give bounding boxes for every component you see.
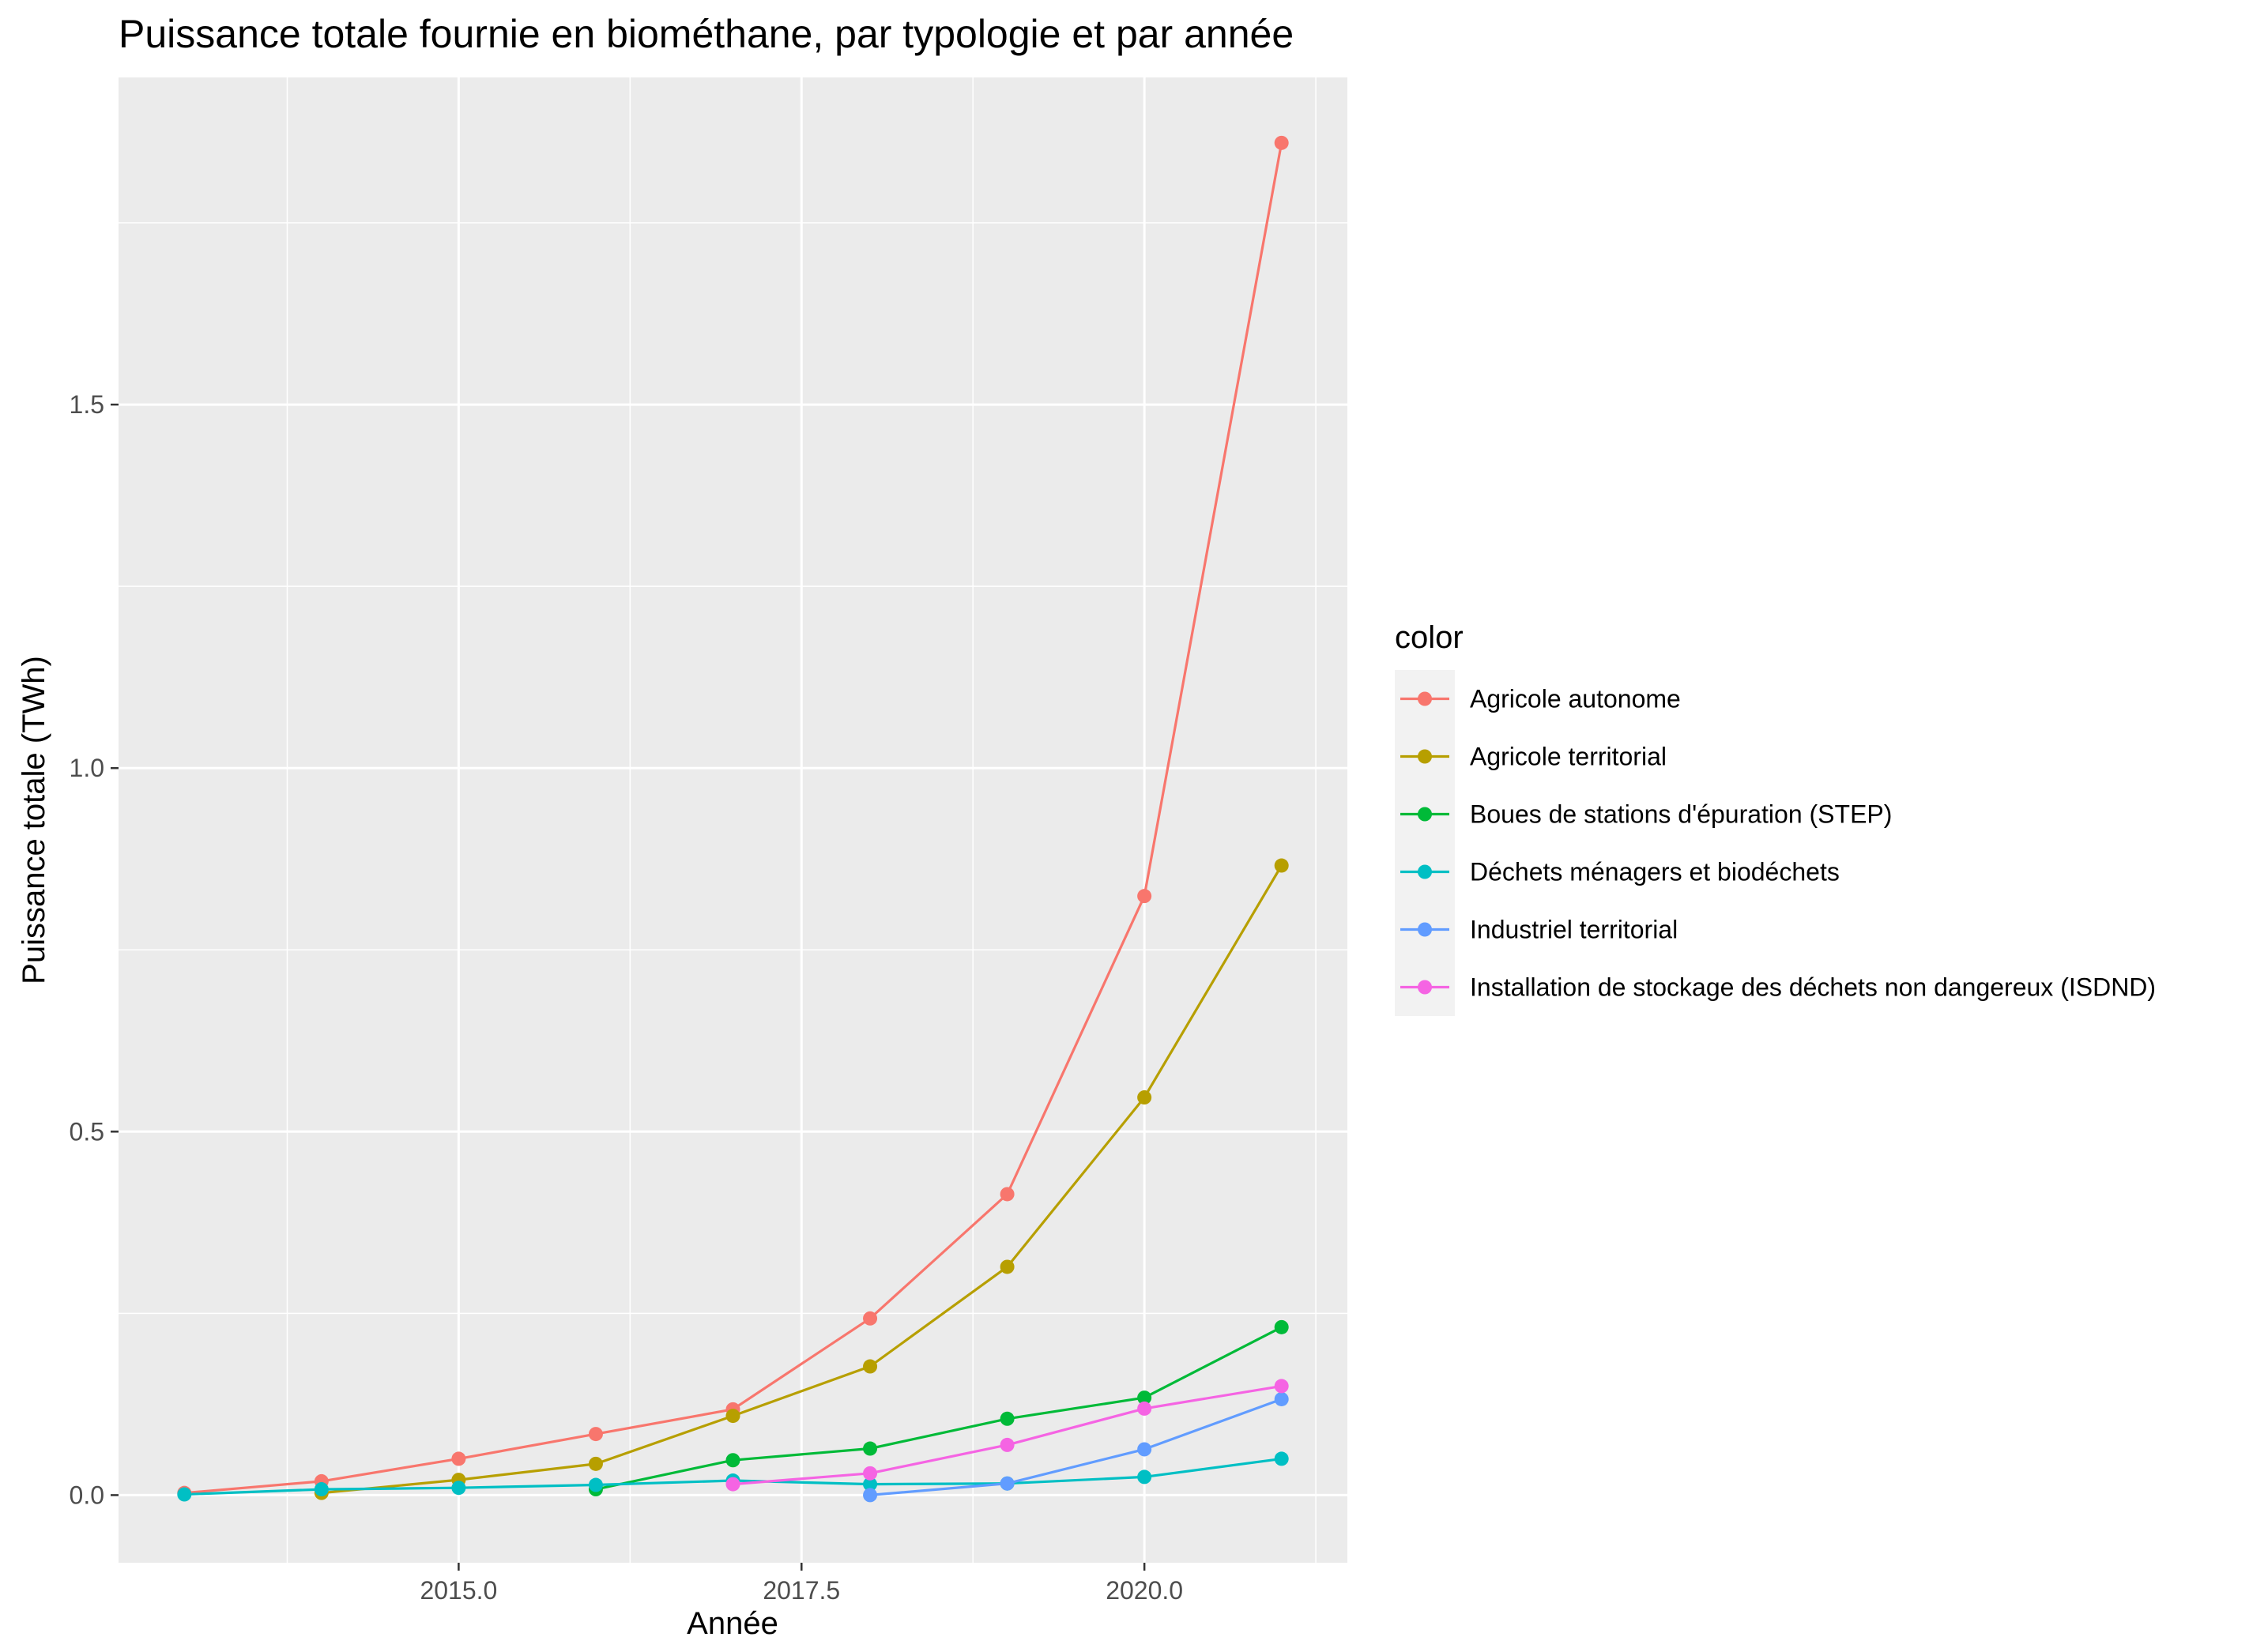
data-point-3: [1137, 1469, 1152, 1485]
data-point-2: [863, 1441, 878, 1456]
series-line-2: [594, 1326, 1283, 1491]
grid-major: [119, 77, 1347, 1563]
grid-minor: [119, 77, 1347, 1563]
legend-key-point: [1418, 807, 1432, 822]
x-tick-label: 2017.5: [763, 1576, 840, 1605]
data-point-3: [177, 1487, 192, 1502]
legend-label: Installation de stockage des déchets non…: [1470, 973, 2156, 1002]
data-point-0: [1137, 889, 1152, 904]
data-point-1: [725, 1409, 740, 1424]
data-point-0: [588, 1427, 603, 1442]
legend-key-point: [1418, 749, 1432, 764]
data-point-0: [1000, 1187, 1015, 1202]
data-point-2: [725, 1453, 740, 1468]
axis-ticks: 2015.0 2017.5 2020.0 0.0 0.5 1.0 1.5: [70, 390, 1184, 1605]
y-tick-label: 0.5: [70, 1117, 104, 1146]
x-tick-label: 2015.0: [420, 1576, 497, 1605]
data-point-1: [1137, 1090, 1152, 1105]
y-tick-label: 0.0: [70, 1481, 104, 1509]
data-point-2: [1274, 1319, 1289, 1334]
legend-label: Agricole territorial: [1470, 743, 1667, 771]
y-tick-label: 1.5: [70, 390, 104, 419]
data-point-5: [725, 1477, 740, 1492]
legend-key-point: [1418, 691, 1432, 706]
series-line-1: [320, 864, 1283, 1495]
legend-key-point: [1418, 980, 1432, 995]
legend-label: Boues de stations d'épuration (STEP): [1470, 800, 1892, 829]
data-point-0: [1274, 135, 1289, 150]
legend-label: Déchets ménagers et biodéchets: [1470, 858, 1840, 886]
series-points: [177, 135, 1289, 1503]
data-point-5: [863, 1466, 878, 1481]
data-point-3: [863, 1477, 878, 1492]
data-point-3: [451, 1481, 466, 1496]
legend-label: Industriel territorial: [1470, 916, 1678, 944]
chart-title: Puissance totale fournie en biométhane, …: [119, 12, 1294, 56]
plot-panel: [119, 77, 1347, 1563]
data-point-1: [1000, 1259, 1015, 1274]
y-tick-label: 1.0: [70, 754, 104, 782]
legend-title: color: [1395, 620, 1464, 655]
y-axis-label: Puissance totale (TWh): [17, 656, 51, 984]
data-point-1: [1274, 858, 1289, 873]
legend-key-point: [1418, 922, 1432, 937]
data-point-1: [588, 1456, 603, 1471]
legend: color Agricole autonome Agricole territor…: [1395, 620, 2156, 1016]
x-tick-label: 2020.0: [1106, 1576, 1183, 1605]
data-point-3: [588, 1477, 603, 1492]
data-point-5: [1000, 1437, 1015, 1452]
data-point-2: [1137, 1390, 1152, 1406]
x-axis-label: Année: [687, 1606, 778, 1641]
data-point-1: [863, 1359, 878, 1374]
data-point-2: [1000, 1411, 1015, 1426]
legend-key-background: [1395, 670, 1455, 1016]
data-point-4: [863, 1488, 878, 1503]
data-point-4: [1274, 1391, 1289, 1406]
data-point-3: [314, 1482, 329, 1497]
data-point-3: [1274, 1451, 1289, 1466]
data-point-0: [863, 1311, 878, 1326]
data-point-4: [1000, 1476, 1015, 1491]
data-point-0: [451, 1451, 466, 1466]
legend-label: Agricole autonome: [1470, 685, 1681, 713]
data-point-5: [1274, 1379, 1289, 1394]
legend-key-point: [1418, 864, 1432, 879]
series-line-4: [868, 1398, 1283, 1497]
data-point-5: [1137, 1401, 1152, 1416]
data-point-4: [1137, 1442, 1152, 1457]
legend-items: Agricole autonome Agricole territorial Bou…: [1395, 670, 2156, 1016]
